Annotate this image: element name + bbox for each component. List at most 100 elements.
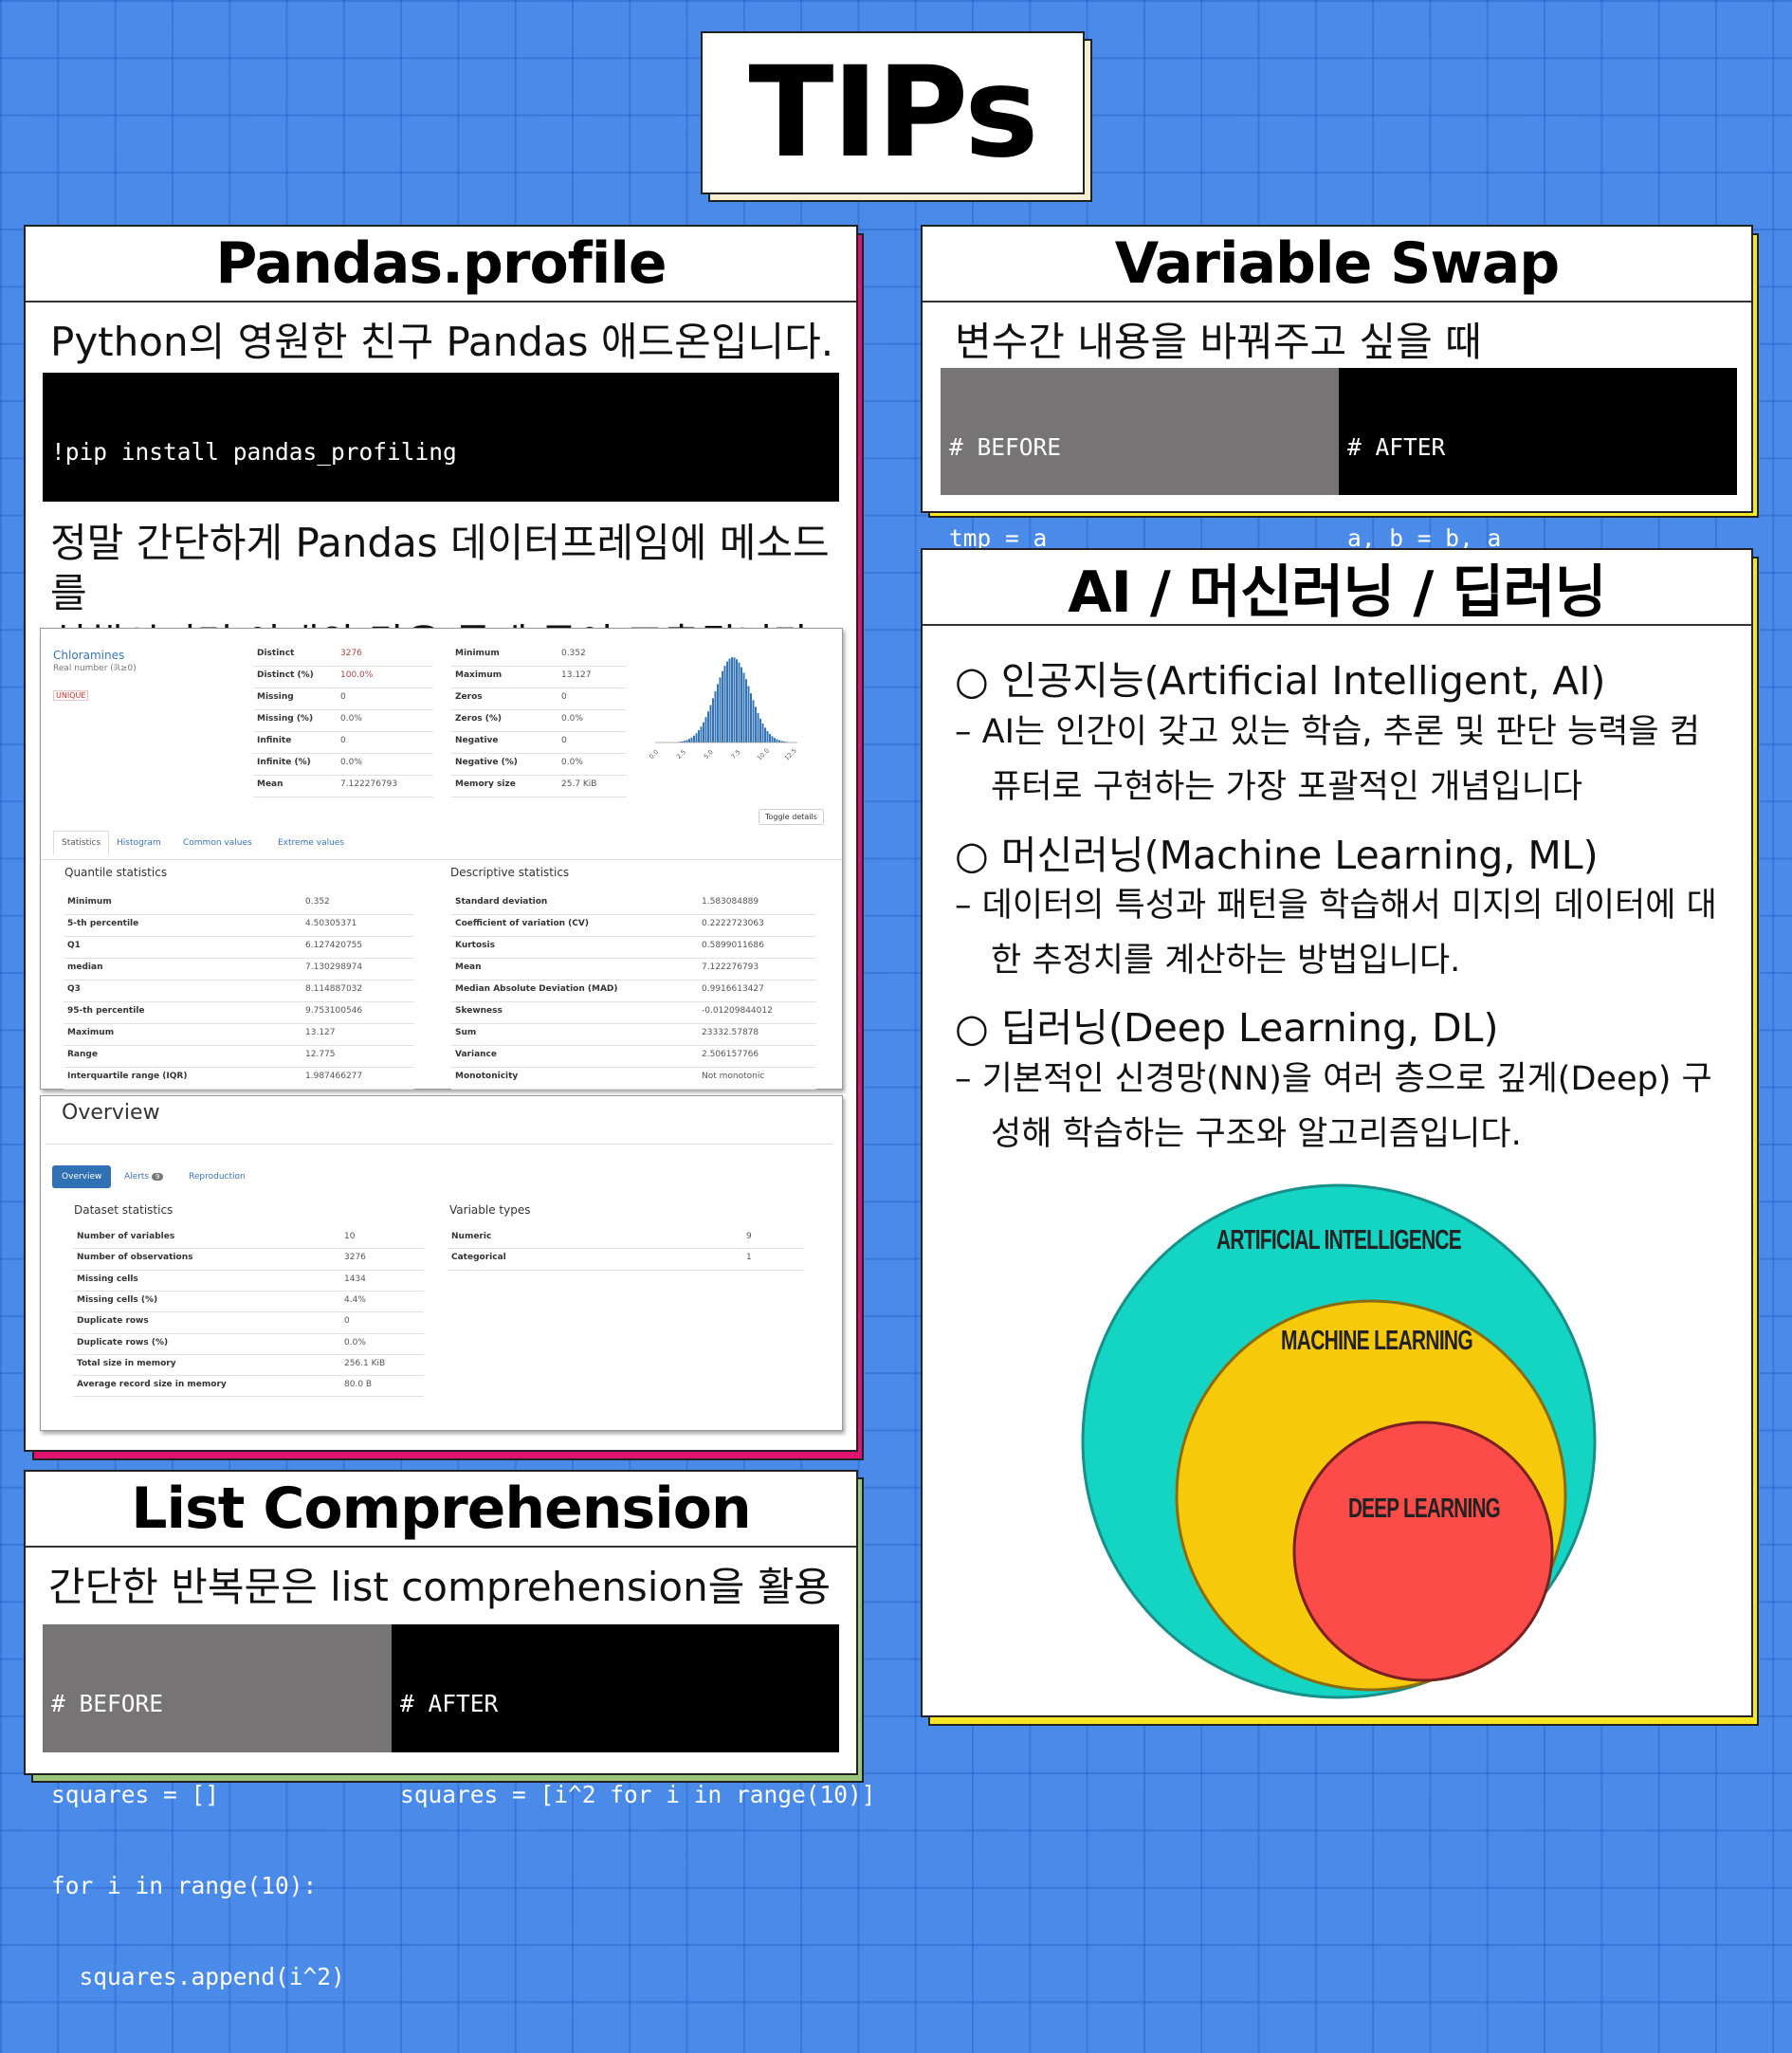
- variable-name[interactable]: Chloramines: [53, 649, 125, 662]
- toggle-details-button[interactable]: Toggle details: [759, 809, 824, 825]
- ml-heading: ○ 머신러닝(Machine Learning, ML): [955, 833, 1599, 878]
- listcomp-title: List Comprehension: [26, 1472, 856, 1548]
- histogram-bar: [766, 730, 769, 742]
- stat-value: 0.0%: [561, 714, 583, 724]
- stats-tab-common-values[interactable]: Common values: [183, 838, 252, 848]
- stat-value: 0.2222723063: [702, 919, 764, 928]
- profile-screenshot-variable: Chloramines Real number (ℝ≥0) UNIQUE 0.0…: [40, 628, 843, 1090]
- code-line: # BEFORE: [51, 1690, 164, 1717]
- stat-value: 9.753100546: [305, 1006, 363, 1016]
- descriptive-title: Descriptive statistics: [450, 866, 570, 879]
- code-line: for i in range(10):: [51, 1872, 318, 1899]
- ai-heading: ○ 인공지능(Artificial Intelligent, AI): [955, 658, 1606, 704]
- pandas-title: Pandas.profile: [26, 227, 856, 302]
- stat-label: Total size in memory: [77, 1358, 176, 1368]
- stat-value: 0.0%: [340, 758, 362, 767]
- overview-title: Overview: [62, 1101, 160, 1125]
- histogram-bar: [703, 722, 704, 742]
- histogram-bar: [686, 740, 688, 742]
- row-divider: [451, 775, 627, 776]
- row-divider: [451, 958, 816, 959]
- pandas-desc: Python의 영원한 친구 Pandas 애드온입니다.: [50, 319, 834, 365]
- stat-label: Categorical: [451, 1253, 506, 1263]
- stat-value: 1.987466277: [305, 1072, 363, 1081]
- row-divider: [451, 936, 816, 937]
- histogram-bar: [759, 718, 761, 742]
- row-divider: [451, 1001, 816, 1002]
- histogram-bar: [700, 726, 703, 742]
- stat-label: Median Absolute Deviation (MAD): [455, 984, 618, 994]
- row-divider: [64, 914, 414, 915]
- row-divider: [73, 1375, 424, 1377]
- stat-value: 6.127420755: [305, 941, 363, 950]
- dl-label: DEEP LEARNING: [1348, 1494, 1500, 1524]
- stat-label: Kurtosis: [455, 941, 495, 950]
- histogram-tick-label: 0.0: [648, 748, 660, 761]
- stat-value: 0: [344, 1316, 350, 1327]
- stat-value: 7.130298974: [305, 962, 363, 972]
- stats-tab-histogram[interactable]: Histogram: [117, 838, 161, 848]
- tab-overview[interactable]: Overview: [52, 1165, 112, 1188]
- histogram-bar: [738, 662, 741, 742]
- histogram-bar: [742, 672, 745, 742]
- stat-value: 0.0%: [344, 1337, 366, 1347]
- row-divider: [64, 1089, 414, 1090]
- histogram-tick-label: 10.0: [756, 747, 771, 762]
- stats-tab-statistics[interactable]: Statistics: [53, 831, 110, 855]
- histogram-bar: [728, 658, 731, 742]
- ml-label: MACHINE LEARNING: [1281, 1326, 1472, 1356]
- stat-value: 0: [340, 736, 346, 745]
- stat-value: 7.122276793: [702, 962, 759, 972]
- stat-value: 25.7 KiB: [561, 779, 597, 789]
- swap-after-code: # AFTER a, b = b, a: [1339, 368, 1737, 552]
- row-divider: [451, 914, 816, 915]
- alerts-count-badge: 9: [152, 1173, 164, 1181]
- tab-bar: [41, 831, 842, 860]
- pandas-code: !pip install pandas_profiling df = pd.re…: [43, 373, 839, 739]
- row-divider: [448, 1248, 803, 1250]
- swap-title: Variable Swap: [923, 227, 1751, 302]
- stat-value: 1: [746, 1253, 752, 1263]
- stats-tab-extreme-values[interactable]: Extreme values: [278, 838, 345, 848]
- ai-body: – AI는 인간이 갖고 있는 학습, 추론 및 판단 능력을 컴 퓨터로 구현…: [955, 705, 1700, 815]
- stat-value: 256.1 KiB: [344, 1358, 386, 1368]
- stat-value: 9: [746, 1232, 752, 1241]
- stat-label: Number of variables: [77, 1232, 175, 1241]
- stat-value: 1434: [344, 1274, 366, 1284]
- stat-label: Coefficient of variation (CV): [455, 919, 589, 928]
- tab-reproduction[interactable]: Reproduction: [189, 1172, 246, 1182]
- stat-value: 0: [561, 736, 567, 745]
- histogram-bar: [695, 733, 698, 742]
- stat-label: Mean: [455, 962, 482, 972]
- ai-panel: AI / 머신러닝 / 딥러닝 ○ 인공지능(Artificial Intell…: [921, 548, 1753, 1717]
- histogram-bar: [752, 700, 755, 742]
- row-divider: [451, 687, 627, 688]
- swap-panel: Variable Swap 변수간 내용을 바꿔주고 싶을 때 # BEFORE…: [921, 225, 1753, 734]
- code-line: squares = [i^2 for i in range(10)]: [400, 1781, 876, 1808]
- histogram-bar: [704, 717, 707, 742]
- dataset-title: Dataset statistics: [74, 1203, 174, 1217]
- mini-histogram: 0.0 2.5 5.0 7.5 10.0 12.5: [648, 657, 798, 762]
- row-divider: [73, 1311, 424, 1313]
- stat-label: Missing: [257, 692, 294, 702]
- stat-label: Number of observations: [77, 1253, 193, 1263]
- stat-label: Duplicate rows: [77, 1316, 149, 1327]
- dl-body-line: 성해 학습하는 구조와 알고리즘입니다.: [991, 1115, 1522, 1153]
- tab-alerts[interactable]: Alerts 9: [124, 1172, 164, 1182]
- code-line: # BEFORE: [949, 433, 1062, 461]
- row-divider: [73, 1332, 424, 1334]
- stat-label: Infinite (%): [257, 758, 311, 767]
- row-divider: [73, 1396, 424, 1398]
- stat-value: 13.127: [305, 1028, 336, 1037]
- stat-value: 1.583084889: [702, 897, 759, 907]
- stat-value: 0: [340, 692, 346, 702]
- row-divider: [253, 753, 433, 754]
- ai-body-line: – AI는 인간이 갖고 있는 학습, 추론 및 판단 능력을 컴: [955, 713, 1700, 751]
- histogram-bar: [776, 739, 778, 742]
- stat-value: 0.9916613427: [702, 984, 764, 994]
- listcomp-after-code: # AFTER squares = [i^2 for i in range(10…: [392, 1624, 876, 1808]
- stat-label: Q3: [67, 984, 81, 994]
- row-divider: [451, 1023, 816, 1024]
- row-divider: [64, 980, 414, 981]
- stat-value: 0.352: [561, 649, 586, 658]
